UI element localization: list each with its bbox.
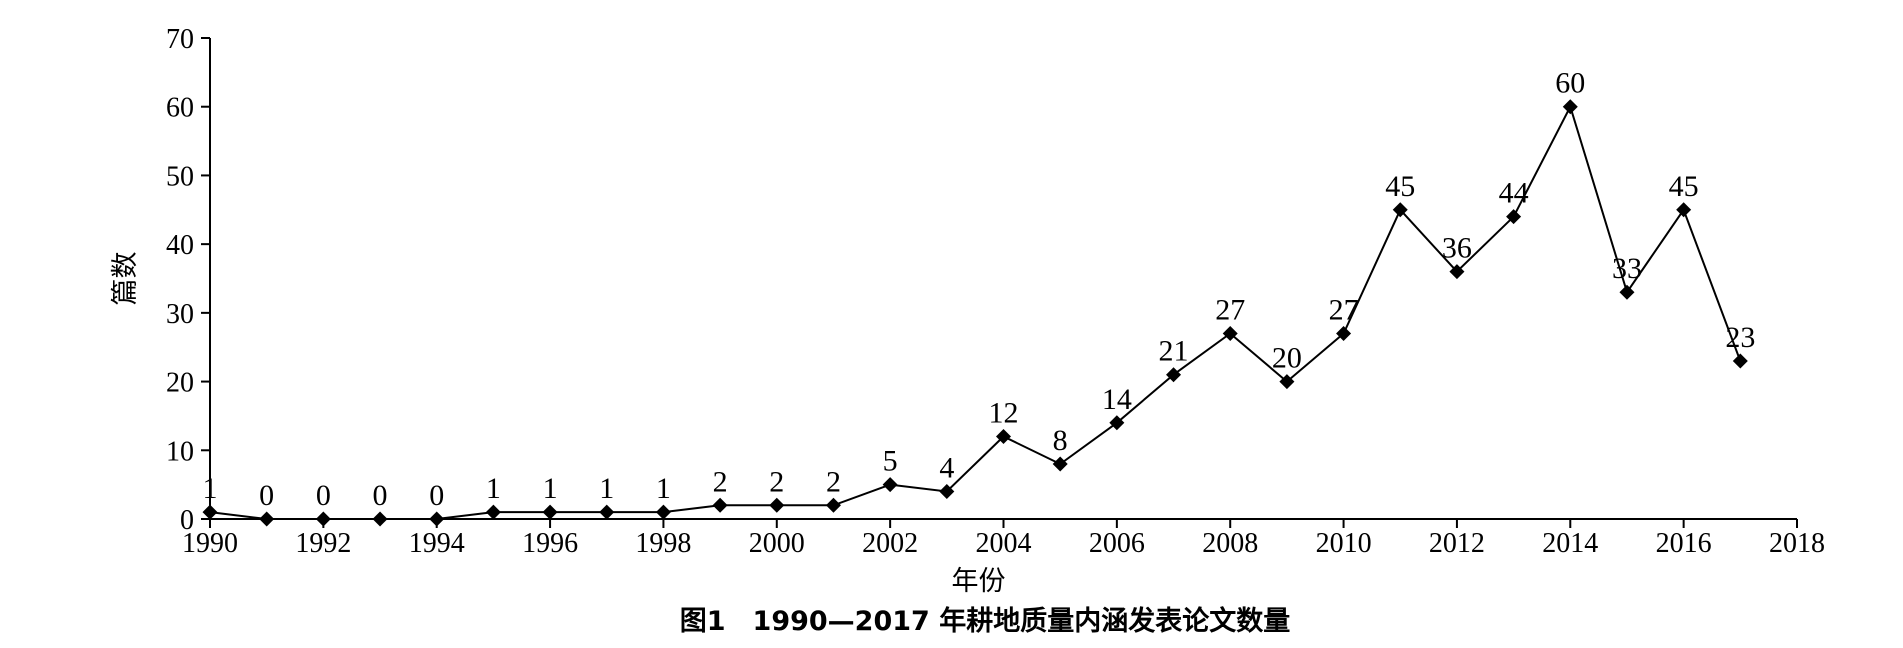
data-point: [996, 429, 1011, 445]
data-point: [315, 511, 331, 527]
data-point: [882, 477, 898, 493]
x-axis-title: 年份: [952, 566, 1006, 597]
data-point: [769, 497, 785, 513]
x-tick-label: 2010: [1316, 528, 1372, 559]
data-point: [429, 511, 445, 527]
y-axis-title: 篇数: [110, 252, 141, 306]
data-point: [1562, 99, 1578, 115]
data-label: 12: [989, 397, 1019, 430]
x-tick-label: 2000: [749, 528, 805, 559]
data-point: [259, 511, 275, 527]
y-tick-label: 50: [166, 161, 194, 192]
data-label: 33: [1612, 252, 1642, 285]
data-label: 2: [769, 465, 784, 498]
x-tick-label: 2002: [862, 528, 918, 559]
data-label: 0: [259, 479, 274, 512]
series-line: [209, 104, 1742, 520]
data-point: [202, 504, 218, 520]
y-tick-label: 20: [166, 368, 194, 399]
data-label: 2: [826, 465, 841, 498]
data-label: 27: [1329, 293, 1359, 326]
data-label: 21: [1159, 335, 1189, 368]
data-point: [1052, 456, 1068, 472]
data-point: [1449, 264, 1465, 280]
data-point: [939, 484, 955, 500]
data-label: 27: [1215, 293, 1245, 326]
x-tick-label: 2014: [1542, 528, 1598, 559]
data-label: 0: [373, 479, 388, 512]
data-point: [655, 504, 671, 520]
x-tick-label: 1998: [635, 528, 691, 559]
x-tick-label: 2006: [1089, 528, 1145, 559]
x-tick-label: 2018: [1769, 528, 1825, 559]
data-label: 44: [1499, 177, 1529, 210]
data-point: [485, 504, 501, 520]
data-label: 60: [1555, 67, 1585, 100]
data-label: 1: [203, 472, 218, 505]
data-point: [1109, 415, 1125, 431]
data-label: 14: [1102, 383, 1132, 416]
data-label: 2: [713, 465, 728, 498]
data-label: 45: [1669, 170, 1699, 203]
y-tick-label: 60: [166, 93, 194, 124]
data-point: [1279, 374, 1295, 390]
data-label: 45: [1385, 170, 1415, 203]
y-tick-label: 30: [166, 299, 194, 330]
data-label: 1: [486, 472, 501, 505]
x-tick-label: 1992: [295, 528, 351, 559]
data-point: [1392, 202, 1408, 218]
x-tick-label: 1990: [182, 528, 238, 559]
y-tick-label: 40: [166, 230, 194, 261]
data-label: 1: [599, 472, 614, 505]
x-tick-label: 2012: [1429, 528, 1485, 559]
data-point: [1166, 367, 1182, 383]
y-tick-label: 70: [166, 24, 194, 55]
data-label: 1: [543, 472, 558, 505]
data-point: [599, 504, 615, 520]
chart-caption: 图1 1990—2017 年耕地质量内涵发表论文数量: [680, 605, 1290, 637]
data-label: 0: [429, 479, 444, 512]
data-point: [1732, 353, 1748, 369]
data-label: 8: [1053, 424, 1068, 457]
x-tick-label: 2004: [976, 528, 1032, 559]
x-tick-label: 1996: [522, 528, 578, 559]
data-point: [1506, 209, 1522, 225]
data-point: [542, 504, 558, 520]
data-point: [712, 497, 728, 513]
data-point: [1336, 325, 1352, 341]
data-point: [1222, 325, 1238, 341]
data-point: [1676, 202, 1692, 218]
data-point: [372, 511, 388, 527]
data-label: 23: [1725, 321, 1755, 354]
data-point: [1619, 284, 1635, 300]
data-point: [825, 497, 841, 513]
data-label: 20: [1272, 342, 1302, 375]
data-label: 4: [939, 452, 954, 485]
y-tick-label: 0: [180, 505, 194, 536]
data-label: 0: [316, 479, 331, 512]
x-tick-label: 2008: [1202, 528, 1258, 559]
series-layer: [202, 99, 1748, 527]
x-tick-label: 1994: [409, 528, 465, 559]
y-tick-label: 10: [166, 436, 194, 467]
data-label: 1: [656, 472, 671, 505]
x-tick-label: 2016: [1656, 528, 1712, 559]
data-label: 5: [883, 445, 898, 478]
data-label: 36: [1442, 232, 1472, 265]
data-labels: 1 0 0 0 0 1 1 1 1 2 2 25 412814212720274536446033452…: [203, 67, 1756, 512]
